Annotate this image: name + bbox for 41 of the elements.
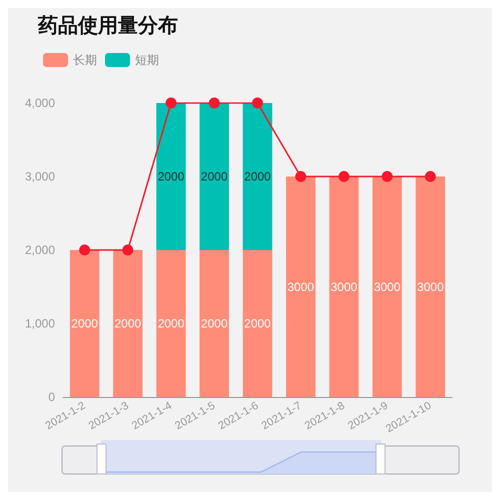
data-label: 3000 [287,280,314,294]
point [295,171,306,182]
bar [242,103,272,250]
point [208,98,220,108]
data-label: 2000 [71,316,98,330]
data-label: 3000 [374,280,401,294]
data-label: 2000 [200,170,228,184]
data-label: 2000 [244,170,272,184]
y-tick-label: 4,000 [24,96,56,110]
legend-label: 短期 [135,53,159,67]
data-label: 2000 [114,316,142,330]
data-label: 2000 [158,316,185,330]
data-label: 2000 [244,316,272,330]
bar [156,250,186,397]
y-tick-label: 0 [48,390,56,404]
bar [70,250,100,397]
data-label: 2000 [158,170,185,184]
y-tick-label: 1,000 [24,316,56,330]
point [79,244,90,256]
point [252,98,263,108]
bar [372,176,402,397]
bar [329,176,359,397]
bar [200,250,229,397]
point [166,98,177,108]
legend-label: 长期 [73,53,97,67]
bar [156,103,186,250]
y-tick-label: 3,000 [24,170,56,184]
data-label: 2000 [200,316,228,330]
bar [416,176,446,397]
chart-title: 药品使用量分布 [37,13,178,37]
bar [113,250,143,397]
bar [200,103,229,250]
data-label: 3000 [417,280,444,294]
y-tick-label: 2,000 [24,243,56,257]
point [382,171,393,182]
point [122,244,134,256]
point [338,171,350,182]
point [424,171,436,182]
bar [286,176,316,397]
data-label: 3000 [330,280,358,294]
bar [242,250,272,397]
